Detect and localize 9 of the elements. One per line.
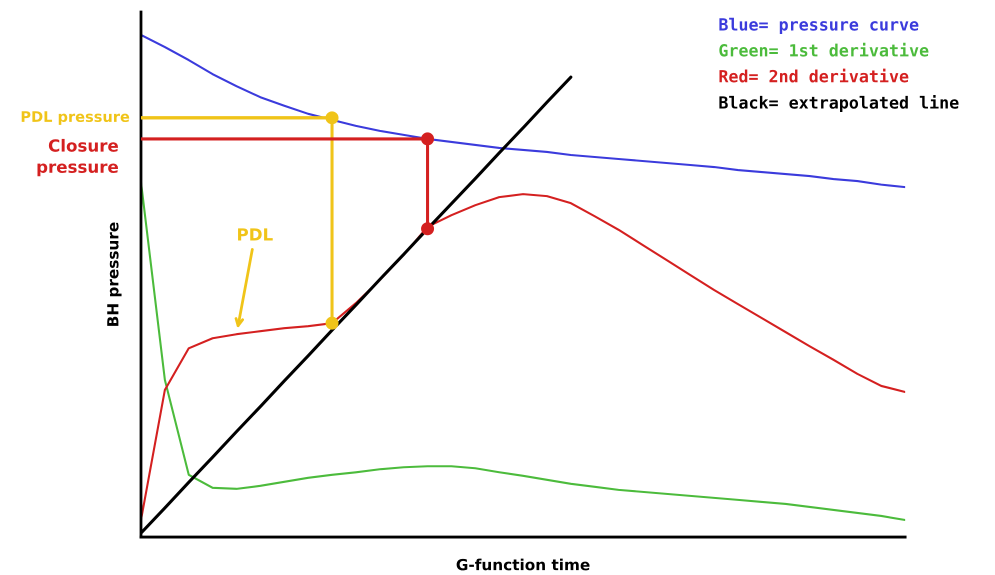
annotation: Black= extrapolated line — [719, 94, 959, 112]
y-axis-title: BH pressure — [107, 222, 122, 326]
annotation: Green= 1st derivative — [719, 42, 928, 57]
x-axis-title: G-function time — [456, 558, 590, 570]
text: Blue= pressure curve — [719, 18, 918, 34]
annotation: PDL — [238, 228, 273, 240]
text: Closure pressure — [37, 138, 118, 176]
text: PDL pressure — [22, 111, 130, 125]
annotation: Red= 2nd derivative — [719, 68, 908, 82]
